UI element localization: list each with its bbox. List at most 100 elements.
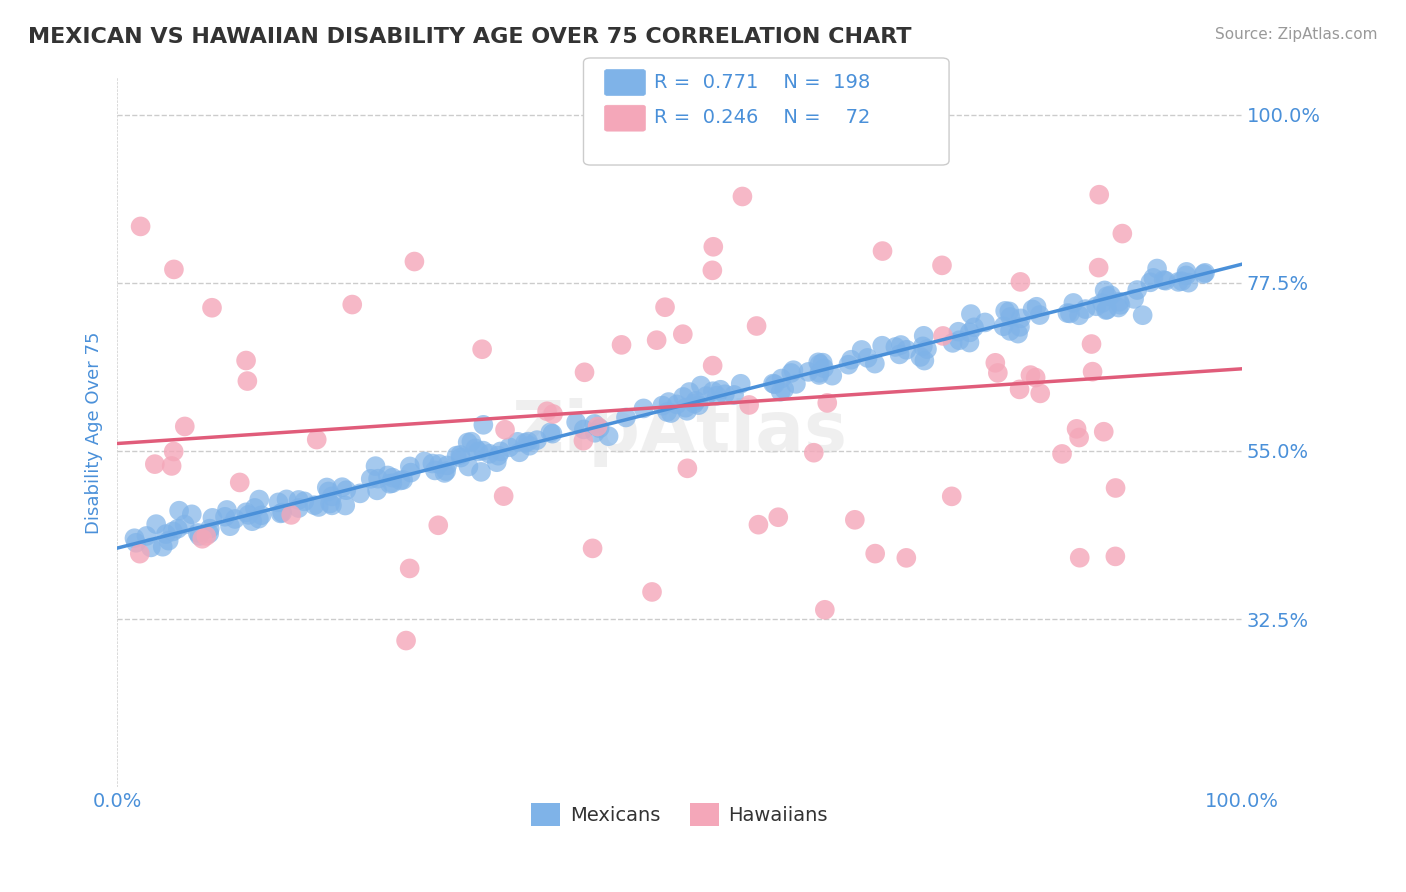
Point (1056, 306, 1078, 320)
Point (450, 450, 472, 465)
Point (870, 339, 893, 353)
Point (191, 532, 214, 546)
Point (1111, 227, 1133, 241)
Point (489, 444, 512, 458)
Point (821, 368, 844, 383)
Point (581, 541, 603, 556)
Point (427, 518, 450, 533)
Point (872, 244, 894, 258)
Point (398, 561, 420, 575)
Point (1029, 386, 1052, 401)
Point (773, 382, 796, 396)
Point (1108, 294, 1130, 309)
Point (738, 398, 761, 412)
Point (250, 508, 273, 523)
Point (998, 304, 1021, 318)
Point (676, 404, 699, 418)
Point (610, 338, 633, 352)
Text: MEXICAN VS HAWAIIAN DISABILITY AGE OVER 75 CORRELATION CHART: MEXICAN VS HAWAIIAN DISABILITY AGE OVER … (28, 27, 911, 46)
Point (229, 475, 252, 490)
Point (723, 388, 745, 402)
Point (292, 494, 315, 508)
Point (187, 526, 209, 541)
Point (541, 426, 564, 441)
Point (1099, 288, 1122, 302)
Point (959, 326, 981, 340)
Point (173, 517, 195, 532)
Point (413, 454, 436, 468)
Point (308, 500, 330, 514)
Point (492, 489, 515, 503)
Point (745, 318, 768, 333)
Point (201, 511, 224, 525)
Point (519, 439, 541, 453)
Point (884, 340, 907, 354)
Point (1088, 187, 1111, 202)
Point (808, 366, 831, 380)
Point (683, 396, 706, 410)
Point (839, 352, 862, 367)
Point (769, 384, 792, 399)
Point (813, 361, 835, 376)
Point (267, 495, 290, 509)
Point (747, 517, 769, 532)
Point (1192, 267, 1215, 281)
Point (1171, 274, 1194, 288)
Point (276, 492, 298, 507)
Point (125, 536, 148, 550)
Point (538, 425, 561, 440)
Point (434, 464, 457, 478)
Point (814, 603, 837, 617)
Point (513, 436, 536, 450)
Point (1092, 425, 1115, 439)
Point (389, 474, 412, 488)
Point (1091, 296, 1114, 310)
Point (427, 457, 450, 471)
Point (702, 384, 724, 399)
Point (932, 329, 955, 343)
Point (770, 371, 793, 385)
Point (247, 511, 270, 525)
Point (436, 458, 458, 473)
Point (188, 529, 211, 543)
Point (321, 489, 343, 503)
Point (815, 396, 838, 410)
Point (1021, 302, 1043, 317)
Point (433, 466, 456, 480)
Point (485, 455, 508, 469)
Point (844, 513, 866, 527)
Point (1109, 298, 1132, 312)
Point (247, 492, 270, 507)
Point (1175, 268, 1198, 283)
Point (1142, 271, 1164, 285)
Point (321, 499, 343, 513)
Point (378, 476, 401, 491)
Point (665, 397, 688, 411)
Point (271, 506, 294, 520)
Point (645, 333, 668, 347)
Point (1081, 365, 1104, 379)
Point (641, 585, 664, 599)
Point (1019, 368, 1042, 383)
Point (143, 457, 166, 471)
Point (1010, 311, 1032, 326)
Point (201, 301, 224, 315)
Point (685, 393, 707, 408)
Point (1069, 430, 1091, 444)
Text: Source: ZipAtlas.com: Source: ZipAtlas.com (1215, 27, 1378, 42)
Point (219, 519, 242, 533)
Point (851, 343, 873, 357)
Point (467, 444, 489, 458)
Point (1175, 265, 1198, 279)
Point (807, 355, 830, 369)
Point (959, 335, 981, 350)
Point (763, 377, 786, 392)
Point (1087, 260, 1109, 275)
Point (586, 419, 609, 434)
Point (235, 505, 257, 519)
Point (166, 522, 188, 536)
Point (915, 342, 938, 356)
Point (335, 499, 357, 513)
Point (360, 472, 382, 486)
Point (768, 510, 790, 524)
